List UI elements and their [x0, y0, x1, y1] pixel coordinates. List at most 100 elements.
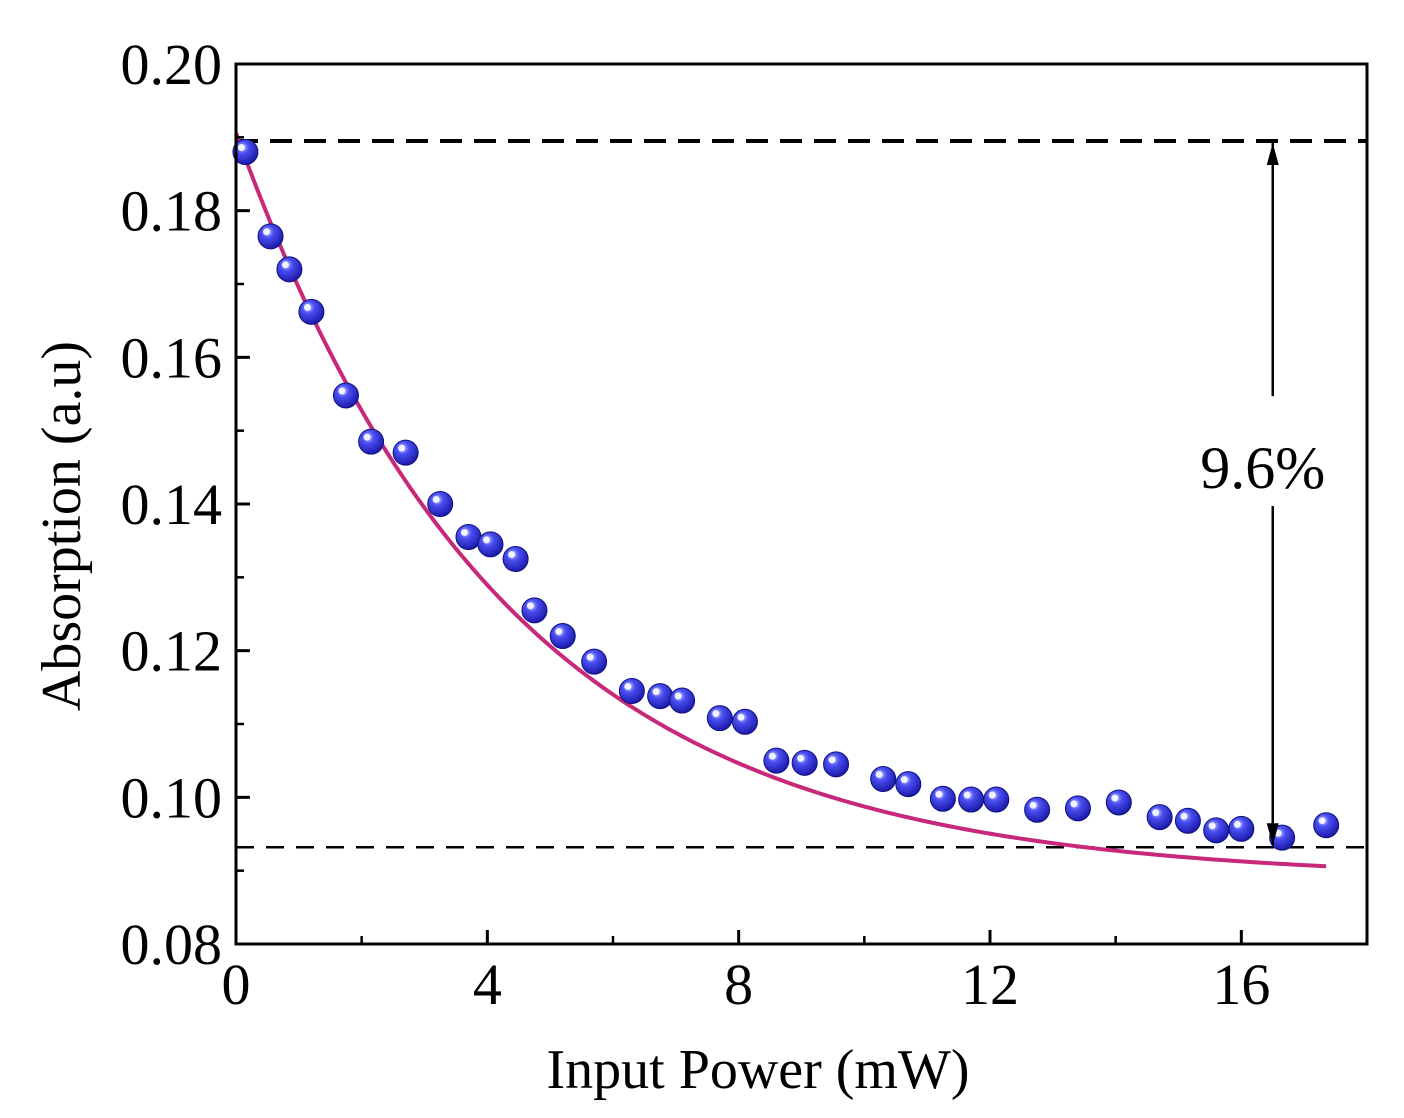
data-point: [958, 786, 985, 813]
data-point-ball: [549, 623, 576, 649]
data-point: [1146, 804, 1173, 831]
data-point-highlight: [963, 791, 971, 799]
data-point: [706, 705, 733, 732]
data-point-highlight: [1029, 801, 1037, 809]
data-point-ball: [477, 531, 504, 558]
data-point: [257, 223, 284, 250]
data-point-ball: [1024, 796, 1051, 823]
y-tick-label: 0.12: [121, 619, 223, 684]
data-point: [1174, 807, 1201, 834]
annotation-arrowhead-up: [1266, 143, 1279, 165]
points-layer: [232, 139, 1340, 851]
data-point-highlight: [1233, 820, 1241, 828]
data-point-highlight: [482, 536, 490, 544]
data-point-highlight: [935, 790, 943, 798]
data-point-highlight: [1208, 822, 1216, 830]
x-tick-label: 4: [473, 952, 502, 1017]
data-point-ball: [1174, 807, 1201, 834]
y-tick-label: 0.18: [121, 179, 223, 244]
data-point: [763, 747, 790, 774]
data-point: [929, 785, 956, 812]
data-point: [870, 766, 897, 792]
annotation-arrowhead-down: [1266, 823, 1279, 846]
data-point-highlight: [900, 776, 908, 784]
data-point-highlight: [1318, 817, 1326, 825]
data-point-ball: [823, 751, 850, 778]
data-point-highlight: [1070, 800, 1078, 808]
data-point-ball: [669, 687, 696, 714]
data-point-highlight: [338, 387, 346, 395]
data-point-highlight: [281, 261, 289, 269]
data-point-ball: [731, 708, 758, 735]
data-point: [1064, 795, 1091, 822]
data-point: [232, 139, 259, 165]
data-point-highlight: [737, 713, 745, 721]
data-point: [1313, 812, 1340, 839]
reference-lines-layer: [236, 139, 1367, 849]
data-point-ball: [502, 546, 529, 572]
y-tick-label: 0.16: [121, 325, 223, 390]
data-point-highlight: [460, 529, 468, 536]
data-point-highlight: [624, 683, 632, 690]
data-point-ball: [706, 705, 733, 732]
data-point-highlight: [555, 628, 563, 635]
data-point-ball: [257, 223, 284, 250]
y-axis-title: Absorption (a.u): [31, 341, 93, 711]
data-point-ball: [983, 786, 1010, 813]
axes-layer: 0 4 8 12 16 0.08 0.10 0.12 0.14 0.16 0.18 0.20: [121, 32, 1369, 1017]
data-point-ball: [298, 298, 325, 325]
data-point-highlight: [674, 692, 682, 700]
data-point-highlight: [828, 756, 836, 764]
data-point-ball: [521, 597, 548, 624]
data-point: [618, 678, 645, 704]
data-point-ball: [618, 678, 645, 704]
data-point-ball: [1064, 795, 1091, 822]
annotation-label: 9.6%: [1200, 435, 1325, 501]
data-point: [1024, 796, 1051, 823]
data-point-ball: [1228, 815, 1255, 842]
data-point-highlight: [988, 791, 996, 799]
data-point-ball: [427, 491, 454, 517]
data-point: [549, 623, 576, 649]
data-point: [1105, 789, 1132, 816]
data-point: [358, 428, 385, 455]
data-point-ball: [455, 524, 482, 550]
x-axis-title: Input Power (mW): [546, 1039, 969, 1101]
data-point-ball: [332, 382, 359, 409]
data-point: [392, 439, 419, 466]
data-point-highlight: [1111, 794, 1119, 802]
fit-layer: [236, 132, 1327, 869]
data-point-highlight: [263, 228, 271, 236]
data-point: [1203, 817, 1230, 844]
data-point: [731, 708, 758, 735]
data-point-highlight: [526, 602, 534, 610]
data-point-highlight: [303, 303, 311, 311]
data-point-ball: [763, 747, 790, 774]
data-point-ball: [1105, 789, 1132, 816]
x-tick-label: 8: [724, 952, 753, 1017]
data-point-ball: [929, 785, 956, 812]
data-point-highlight: [586, 653, 594, 661]
y-tick-label: 0.14: [121, 472, 223, 537]
data-point-highlight: [363, 433, 371, 441]
annotation-layer: 9.6%: [1200, 143, 1325, 846]
data-point-highlight: [768, 752, 776, 760]
data-point: [276, 256, 303, 283]
data-point: [791, 749, 818, 776]
data-point-highlight: [875, 771, 883, 778]
data-point: [332, 382, 359, 409]
data-point-highlight: [1180, 812, 1188, 820]
data-point-ball: [1146, 804, 1173, 831]
data-point: [647, 683, 674, 710]
data-point: [502, 546, 529, 572]
data-point: [669, 687, 696, 714]
x-tick-label: 16: [1212, 952, 1270, 1017]
data-point-highlight: [797, 754, 805, 762]
data-point: [427, 491, 454, 517]
data-point-highlight: [508, 551, 516, 558]
data-point-ball: [895, 771, 922, 798]
fit-curve-line: [236, 132, 1327, 869]
data-point: [1228, 815, 1255, 842]
